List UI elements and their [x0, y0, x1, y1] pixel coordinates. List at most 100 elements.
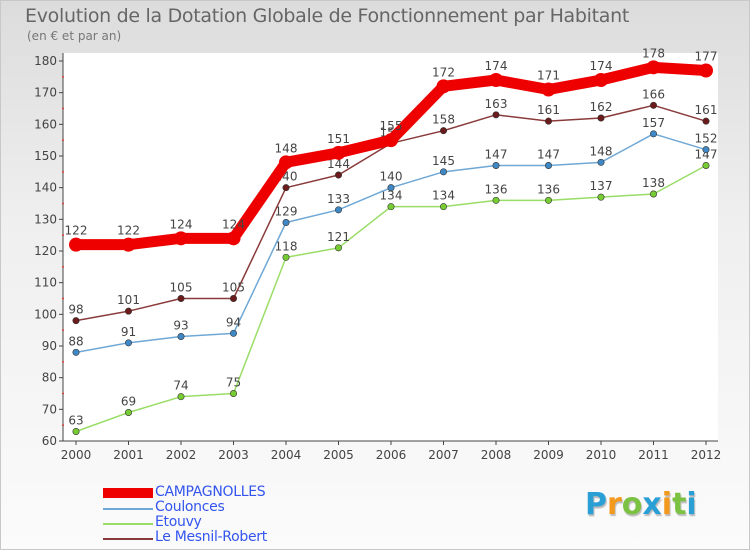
point-coulonces-2003	[230, 329, 238, 337]
y-minor-tick-65	[62, 424, 64, 427]
x-tick-label-2009: 2009	[533, 448, 564, 462]
y-tick-label-70: 70	[42, 402, 57, 416]
legend-label-coulonces: Coulonces	[155, 499, 225, 515]
data-label-campagnolles-2000: 122	[65, 224, 88, 238]
x-tick-label-2001: 2001	[113, 448, 144, 462]
logo-letter: P	[585, 487, 607, 522]
data-label-coulonces-2000: 88	[68, 334, 83, 348]
plot-area	[63, 53, 718, 441]
point-campagnolles-2007	[436, 79, 451, 94]
logo-letter: t	[672, 487, 687, 522]
data-label-etouvy-2008: 136	[485, 182, 508, 196]
y-minor-tick-165	[62, 107, 64, 110]
data-label-etouvy-2001: 69	[121, 395, 136, 409]
data-label-campagnolles-2010: 174	[590, 59, 613, 73]
data-label-le-mesnil-robert-2003: 105	[222, 281, 245, 295]
point-campagnolles-2002	[174, 231, 188, 246]
data-label-etouvy-2009: 136	[537, 182, 560, 196]
data-label-coulonces-2001: 91	[121, 325, 136, 339]
data-label-coulonces-2003: 94	[226, 315, 241, 329]
data-label-campagnolles-2008: 174	[485, 59, 508, 73]
logo-letter: i	[686, 487, 697, 522]
point-etouvy-2009	[544, 196, 552, 204]
legend-label-le-mesnil-robert: Le Mesnil-Robert	[155, 529, 267, 545]
point-le-mesnil-robert-2002	[177, 294, 185, 302]
data-label-campagnolles-2012: 177	[695, 50, 718, 64]
point-etouvy-2003	[230, 389, 238, 397]
legend-label-campagnolles: CAMPAGNOLLES	[155, 484, 266, 500]
logo-letter: x	[642, 487, 662, 522]
point-coulonces-2010	[597, 158, 605, 166]
point-etouvy-2005	[334, 244, 342, 252]
data-label-coulonces-2011: 157	[642, 116, 665, 130]
data-label-coulonces-2008: 147	[485, 148, 508, 162]
x-tick-label-2007: 2007	[428, 448, 459, 462]
y-tick-label-110: 110	[34, 276, 57, 290]
point-campagnolles-2004	[279, 155, 293, 170]
y-tick-label-100: 100	[34, 307, 57, 321]
x-tick-label-2005: 2005	[323, 448, 354, 462]
y-tick-label-140: 140	[34, 181, 57, 195]
data-label-coulonces-2005: 133	[327, 192, 350, 206]
data-label-le-mesnil-robert-2001: 101	[117, 293, 140, 307]
x-tick-label-2003: 2003	[218, 448, 249, 462]
point-le-mesnil-robert-2008	[492, 111, 500, 119]
data-label-campagnolles-2009: 171	[537, 69, 560, 83]
point-le-mesnil-robert-2004	[282, 184, 290, 192]
data-label-le-mesnil-robert-2008: 163	[485, 97, 508, 111]
point-coulonces-2009	[544, 162, 552, 170]
proxiti-logo: Proxiti	[585, 487, 697, 522]
legend-swatch-campagnolles	[103, 488, 153, 498]
logo-letter: i	[661, 487, 673, 522]
point-campagnolles-2006	[384, 133, 398, 148]
y-minor-tick-105	[62, 297, 64, 300]
data-label-campagnolles-2001: 122	[117, 224, 140, 238]
logo-letter: r	[607, 487, 622, 522]
y-minor-tick-125	[62, 234, 64, 237]
point-le-mesnil-robert-2005	[334, 171, 342, 179]
point-campagnolles-2009	[541, 82, 556, 97]
point-etouvy-2004	[282, 253, 290, 261]
x-tick-label-2008: 2008	[481, 448, 512, 462]
point-etouvy-2000	[72, 427, 80, 435]
y-minor-tick-85	[62, 360, 64, 363]
data-label-etouvy-2003: 75	[226, 376, 241, 390]
point-coulonces-2008	[492, 162, 500, 170]
data-label-campagnolles-2003: 124	[222, 217, 245, 231]
data-label-etouvy-2007: 134	[432, 189, 455, 203]
data-label-coulonces-2009: 147	[537, 148, 560, 162]
x-tick-label-2004: 2004	[271, 448, 302, 462]
y-tick-label-130: 130	[34, 212, 57, 226]
point-coulonces-2007	[439, 168, 447, 176]
point-etouvy-2007	[439, 203, 447, 211]
point-coulonces-2006	[387, 184, 395, 192]
point-coulonces-2000	[72, 348, 80, 356]
y-tick-label-170: 170	[34, 86, 57, 100]
point-le-mesnil-robert-2009	[544, 117, 552, 125]
data-label-campagnolles-2006: 155	[380, 119, 403, 133]
data-label-campagnolles-2005: 151	[327, 132, 350, 146]
point-le-mesnil-robert-2000	[72, 317, 80, 325]
legend-swatch-le-mesnil-robert	[103, 538, 153, 540]
data-label-le-mesnil-robert-2007: 158	[432, 113, 455, 127]
logo-letter: o	[621, 487, 643, 522]
y-tick-label-160: 160	[34, 117, 57, 131]
point-coulonces-2002	[177, 332, 185, 340]
y-minor-tick-115	[62, 265, 64, 268]
data-label-coulonces-2006: 140	[380, 170, 403, 184]
data-label-le-mesnil-robert-2009: 161	[537, 103, 560, 117]
point-le-mesnil-robert-2003	[230, 294, 238, 302]
legend-swatch-coulonces	[103, 508, 153, 510]
point-etouvy-2012	[702, 162, 710, 170]
data-label-campagnolles-2004: 148	[275, 141, 298, 155]
data-label-le-mesnil-robert-2005: 144	[327, 157, 350, 171]
data-label-le-mesnil-robert-2011: 166	[642, 87, 665, 101]
data-label-etouvy-2006: 134	[380, 189, 403, 203]
point-etouvy-2011	[649, 190, 657, 198]
point-etouvy-2002	[177, 393, 185, 401]
data-label-le-mesnil-robert-2010: 162	[590, 100, 613, 114]
chart-title: Evolution de la Dotation Globale de Fonc…	[25, 5, 630, 27]
point-etouvy-2008	[492, 196, 500, 204]
data-label-etouvy-2012: 147	[695, 148, 718, 162]
